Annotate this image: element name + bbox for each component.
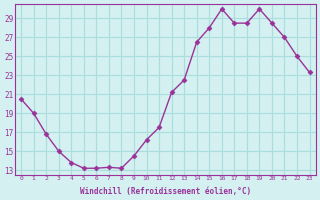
X-axis label: Windchill (Refroidissement éolien,°C): Windchill (Refroidissement éolien,°C) <box>80 187 251 196</box>
